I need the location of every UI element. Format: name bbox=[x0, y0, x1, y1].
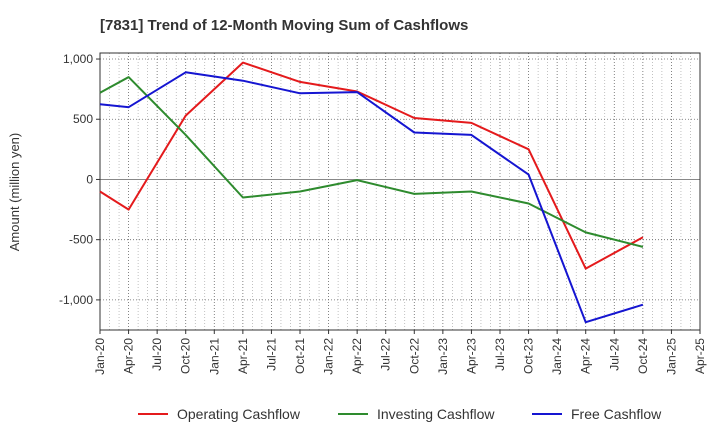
chart-title: [7831] Trend of 12-Month Moving Sum of C… bbox=[100, 17, 468, 34]
y-tick-label: 500 bbox=[73, 112, 93, 126]
x-tick-label: Jan-22 bbox=[322, 338, 336, 375]
legend-label-free-cashflow: Free Cashflow bbox=[571, 406, 662, 422]
x-tick-label: Jan-23 bbox=[436, 338, 450, 375]
x-tick-label: Jul-20 bbox=[150, 338, 164, 371]
grid bbox=[100, 53, 700, 330]
y-axis-label: Amount (million yen) bbox=[7, 133, 22, 252]
x-tick-label: Jan-20 bbox=[93, 338, 107, 375]
axes: 1,000 500 0 -500 -1,000 Jan-20 Apr-20 Jul-20 Oct… bbox=[59, 52, 707, 375]
y-tick-label: -500 bbox=[69, 233, 93, 247]
x-tick-label: Jan-25 bbox=[664, 338, 678, 375]
legend: Operating Cashflow Investing Cashflow Free… bbox=[138, 406, 662, 422]
series-lines bbox=[99, 61, 644, 324]
x-tick-label: Oct-22 bbox=[407, 338, 421, 374]
x-tick-label: Apr-21 bbox=[236, 338, 250, 374]
series-line-investing-cashflow bbox=[99, 76, 644, 248]
x-tick-label: Jul-24 bbox=[607, 338, 621, 371]
x-tick-label: Apr-24 bbox=[579, 338, 593, 374]
x-tick-label: Apr-20 bbox=[122, 338, 136, 374]
x-tick-label: Jul-22 bbox=[379, 338, 393, 371]
y-tick-label: -1,000 bbox=[59, 293, 93, 307]
x-tick-label: Oct-21 bbox=[293, 338, 307, 374]
x-tick-label: Jul-23 bbox=[493, 338, 507, 371]
y-tick-label: 1,000 bbox=[63, 52, 93, 66]
x-tick-label: Jan-24 bbox=[550, 338, 564, 375]
plot-frame bbox=[99, 52, 701, 331]
x-tick-label: Apr-23 bbox=[464, 338, 478, 374]
x-tick-label: Jul-21 bbox=[264, 338, 278, 371]
legend-label-operating-cashflow: Operating Cashflow bbox=[177, 406, 301, 422]
legend-label-investing-cashflow: Investing Cashflow bbox=[377, 406, 495, 422]
series-line-free-cashflow bbox=[99, 71, 644, 324]
x-tick-label: Oct-24 bbox=[636, 338, 650, 374]
x-tick-label: Apr-22 bbox=[350, 338, 364, 374]
y-tick-label: 0 bbox=[86, 172, 93, 186]
x-tick-label: Oct-20 bbox=[179, 338, 193, 374]
x-tick-label: Oct-23 bbox=[522, 338, 536, 374]
series-line-operating-cashflow bbox=[99, 61, 644, 270]
x-tick-label: Jan-21 bbox=[207, 338, 221, 375]
x-tick-label: Apr-25 bbox=[693, 338, 707, 374]
